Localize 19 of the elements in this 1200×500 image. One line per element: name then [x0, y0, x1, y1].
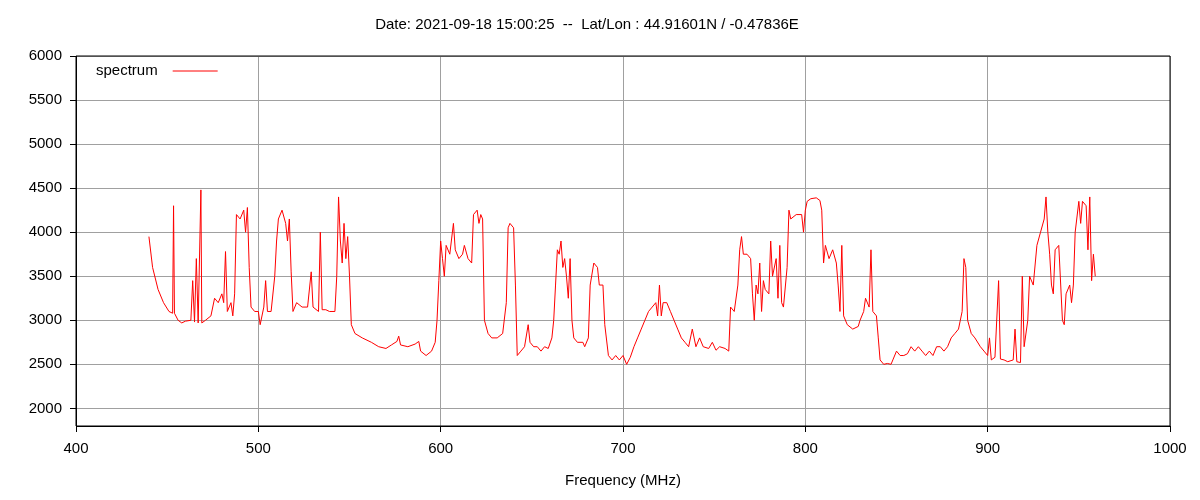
chart-title: Date: 2021-09-18 15:00:25 -- Lat/Lon : 44.91601N / -0.47836E	[375, 15, 799, 33]
legend-label: spectrum	[96, 61, 158, 79]
x-tick-label: 500	[245, 439, 271, 457]
y-tick-label: 6000	[28, 46, 62, 64]
x-tick-label: 400	[63, 439, 89, 457]
y-tick-label: 2000	[28, 398, 62, 416]
x-tick-label: 600	[428, 439, 454, 457]
x-tick-label: 800	[792, 439, 818, 457]
x-tick-label: 900	[975, 439, 1001, 457]
y-tick-label: 5500	[28, 90, 62, 108]
y-tick-label: 2500	[28, 354, 62, 372]
y-tick-label: 4000	[28, 222, 62, 240]
y-tick-label: 3000	[28, 310, 62, 328]
x-tick-label: 1000	[1153, 439, 1187, 457]
y-tick-label: 4500	[28, 178, 62, 196]
x-tick-label: 700	[610, 439, 636, 457]
y-tick-label: 5000	[28, 134, 62, 152]
x-axis-title: Frequency (MHz)	[565, 471, 681, 489]
y-tick-label: 3500	[28, 266, 62, 284]
